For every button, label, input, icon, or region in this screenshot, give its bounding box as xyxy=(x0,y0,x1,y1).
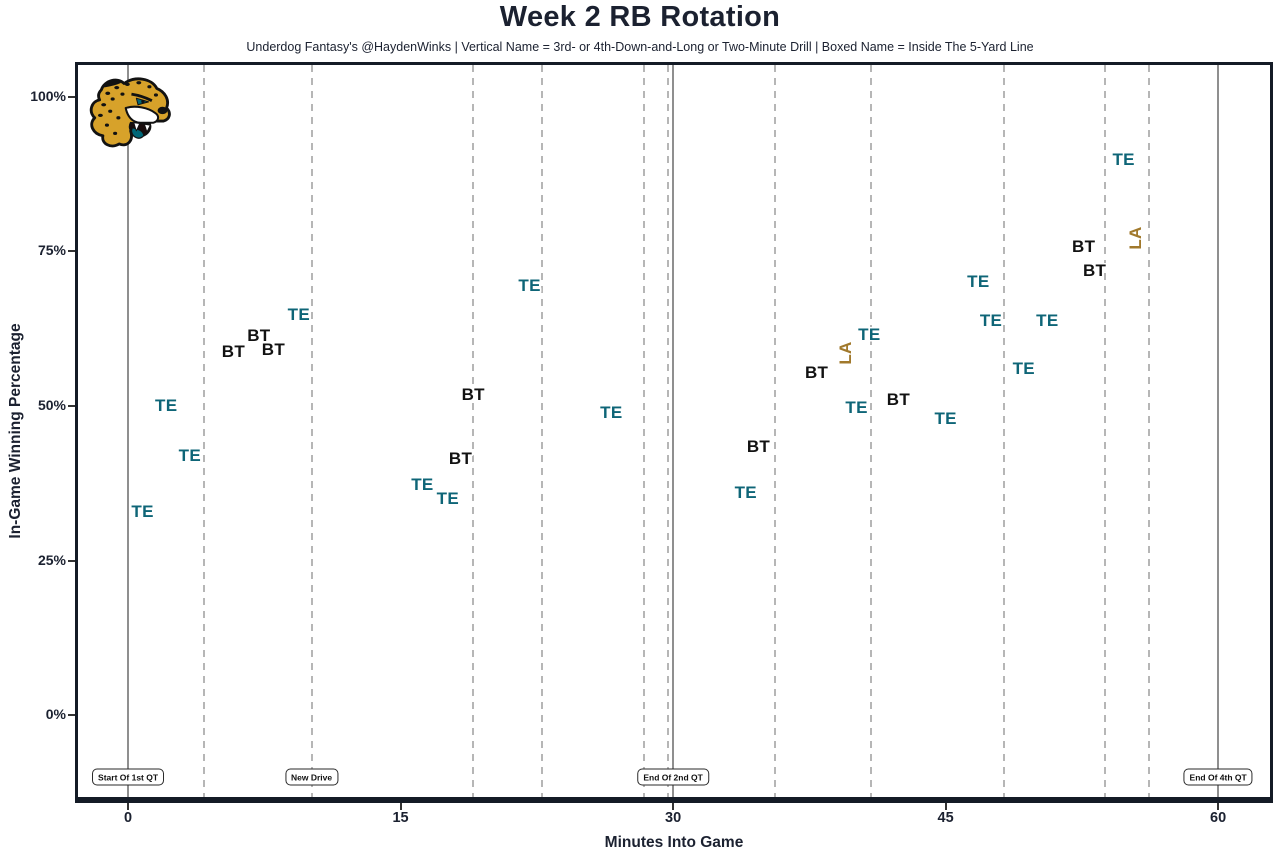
event-label-box: End Of 4th QT xyxy=(1183,768,1253,786)
player-marker-la: LA xyxy=(1126,226,1146,250)
jaguars-logo-tongue xyxy=(130,127,145,139)
player-marker-bt: BT xyxy=(886,389,911,409)
jaguars-logo-spots xyxy=(97,81,158,135)
x-tick-mark xyxy=(944,803,947,810)
x-tick-label: 30 xyxy=(665,810,682,826)
x-tick-label: 0 xyxy=(124,810,133,826)
jaguars-logo-brow xyxy=(131,92,153,102)
player-marker-te: TE xyxy=(287,305,310,325)
jaguars-logo-nose xyxy=(157,106,168,115)
player-marker-bt: BT xyxy=(261,339,286,359)
player-marker-te: TE xyxy=(845,397,868,417)
player-marker-te: TE xyxy=(979,310,1003,330)
player-marker-te: TE xyxy=(411,475,434,495)
y-tick-label: 0% xyxy=(45,706,66,723)
x-tick-mark xyxy=(127,803,130,810)
new-drive-gridline xyxy=(541,65,544,797)
jaguars-logo-fang xyxy=(133,122,141,132)
player-marker-bt: BT xyxy=(448,449,473,469)
y-tick-mark xyxy=(68,250,75,253)
player-marker-te: TE xyxy=(436,488,459,508)
new-drive-gridline xyxy=(203,65,206,797)
jaguars-logo-ear xyxy=(103,79,121,88)
event-label-box: End Of 2nd QT xyxy=(637,768,709,786)
y-tick-mark xyxy=(68,405,75,407)
x-axis-label: Minutes Into Game xyxy=(604,834,744,851)
player-marker-te: TE xyxy=(178,446,201,466)
player-marker-bt: BT xyxy=(804,363,829,383)
y-tick-label: 100% xyxy=(30,87,66,104)
x-tick-label: 60 xyxy=(1210,810,1227,826)
y-tick-mark xyxy=(68,559,75,562)
x-tick-mark xyxy=(1217,803,1220,810)
player-marker-te: TE xyxy=(967,271,990,291)
y-tick-label: 75% xyxy=(37,242,66,259)
y-tick-label: 50% xyxy=(37,397,66,413)
page-title: Week 2 RB Rotation xyxy=(499,1,781,33)
player-marker-la: LA xyxy=(835,341,855,365)
new-drive-gridline xyxy=(472,65,475,797)
player-marker-bt: BT xyxy=(746,436,771,456)
new-drive-gridline xyxy=(773,65,776,797)
player-marker-te: TE xyxy=(1012,358,1035,378)
y-tick-mark xyxy=(68,714,75,717)
page-subtitle: Underdog Fantasy's @HaydenWinks | Vertic… xyxy=(246,40,1034,54)
player-marker-te: TE xyxy=(155,396,178,415)
y-tick-label: 25% xyxy=(37,551,66,568)
player-marker-bt: BT xyxy=(1072,237,1096,257)
quarter-gridline xyxy=(672,65,675,797)
player-marker-te: TE xyxy=(600,402,623,422)
quarter-gridline xyxy=(1217,65,1220,797)
quarter-gridline xyxy=(127,65,130,797)
new-drive-gridline xyxy=(870,65,873,797)
player-marker-te: TE xyxy=(734,483,757,503)
x-tick-label: 15 xyxy=(392,810,409,826)
x-tick-mark xyxy=(672,803,675,810)
player-marker-bt: BT xyxy=(247,326,271,346)
player-marker-bt: BT xyxy=(221,342,246,362)
player-marker-te: TE xyxy=(518,276,541,296)
new-drive-gridline xyxy=(1104,65,1107,797)
event-label-box: Start Of 1st QT xyxy=(92,768,165,786)
jaguars-logo-fang xyxy=(144,123,151,133)
player-marker-te: TE xyxy=(1112,150,1135,170)
event-label-box: New Drive xyxy=(284,768,339,786)
plot-area: Start Of 1st QT New Drive End Of 2nd QT End… xyxy=(75,62,1273,803)
x-tick-label: 45 xyxy=(937,810,954,826)
jaguars-logo-pupil xyxy=(141,99,145,104)
player-marker-te: TE xyxy=(858,324,881,344)
x-tick-mark xyxy=(399,803,402,810)
jaguars-logo xyxy=(89,77,171,148)
new-drive-gridline xyxy=(643,65,646,797)
player-marker-te: TE xyxy=(131,502,154,522)
jaguars-logo-muzzle xyxy=(124,105,160,124)
player-marker-bt: BT xyxy=(461,384,485,404)
new-drive-gridline xyxy=(666,65,669,797)
new-drive-gridline xyxy=(1002,65,1005,797)
new-drive-gridline xyxy=(310,65,313,797)
y-tick-mark xyxy=(68,95,75,98)
player-marker-bt: BT xyxy=(1082,261,1107,281)
player-marker-te: TE xyxy=(934,408,957,428)
new-drive-gridline xyxy=(1148,65,1151,797)
player-marker-te: TE xyxy=(1036,310,1059,330)
y-axis-label: In-Game Winning Percentage xyxy=(7,323,24,539)
